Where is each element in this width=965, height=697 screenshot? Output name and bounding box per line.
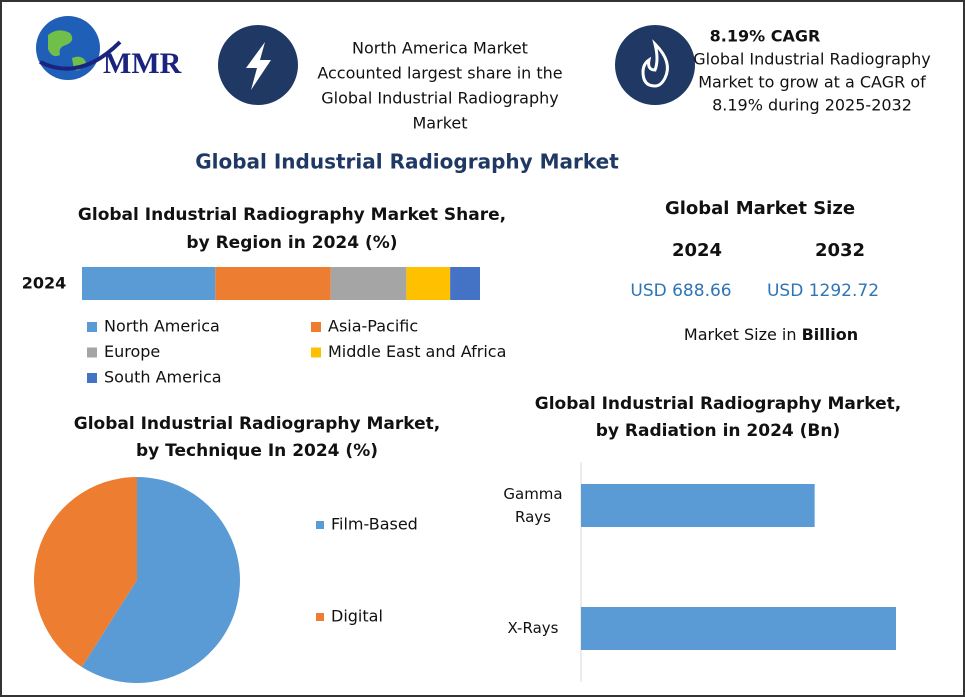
- category-label: 2024: [22, 274, 67, 293]
- year: 2024: [672, 240, 722, 261]
- chart-title: Global Industrial Radiography Market,: [74, 414, 441, 434]
- cagr-line: Market to grow at a CAGR of: [698, 73, 926, 92]
- category-label: X-Rays: [507, 619, 559, 637]
- legend-swatch: [316, 613, 324, 621]
- unit-note-text: Market Size in: [684, 325, 802, 344]
- bar-segment: [450, 267, 480, 300]
- cagr-line: 8.19% during 2025-2032: [712, 96, 912, 115]
- legend-swatch: [311, 322, 321, 332]
- legend-label: Middle East and Africa: [328, 342, 506, 361]
- icon-lightning: [218, 25, 298, 105]
- chart-title: by Technique In 2024 (%): [136, 441, 378, 461]
- logo: MMR: [36, 16, 182, 80]
- note-line: Global Industrial Radiography: [321, 89, 559, 108]
- legend-label: Europe: [104, 342, 160, 361]
- legend-label: North America: [104, 317, 220, 336]
- unit-note-unit: Billion: [802, 325, 859, 344]
- bar-segment: [215, 267, 331, 300]
- note-line: Accounted largest share in the: [317, 64, 562, 83]
- legend-swatch: [87, 373, 97, 383]
- chart-title: by Radiation in 2024 (Bn): [596, 421, 841, 441]
- pie-slice: [81, 477, 241, 684]
- legend-label: Film-Based: [331, 515, 418, 534]
- chart-title: by Region in 2024 (%): [186, 233, 397, 253]
- legend-label: Digital: [331, 607, 383, 626]
- main-title: Global Industrial Radiography Market: [195, 150, 619, 174]
- category-label: Gamma Rays: [503, 484, 563, 526]
- legend-label: South America: [104, 368, 222, 387]
- unit-note: Market Size in Billion: [684, 325, 858, 344]
- legend-swatch: [87, 322, 97, 332]
- note-line: Market: [413, 114, 468, 133]
- bar-segment: [330, 267, 407, 300]
- market-size-title: Global Market Size: [665, 198, 855, 219]
- bar-segment: [406, 267, 451, 300]
- legend-swatch: [316, 521, 324, 529]
- icon-flame: [615, 25, 695, 105]
- legend-swatch: [311, 347, 321, 358]
- year: 2032: [815, 240, 865, 261]
- note-line: North America Market: [352, 39, 528, 58]
- logo-text: MMR: [103, 47, 182, 80]
- bar: [581, 607, 896, 650]
- legend-label: Asia-Pacific: [328, 317, 418, 336]
- chart-title: Global Industrial Radiography Market,: [535, 394, 902, 414]
- bar: [581, 484, 815, 527]
- legend-swatch: [87, 347, 97, 358]
- amount: USD 1292.72: [767, 281, 879, 301]
- chart-title: Global Industrial Radiography Market Sha…: [78, 205, 506, 225]
- pie-slice: [34, 477, 137, 667]
- cagr-title: 8.19% CAGR: [710, 27, 821, 46]
- bar-segment: [82, 267, 216, 300]
- cagr-line: Global Industrial Radiography: [693, 50, 931, 69]
- amount: USD 688.66: [630, 281, 731, 301]
